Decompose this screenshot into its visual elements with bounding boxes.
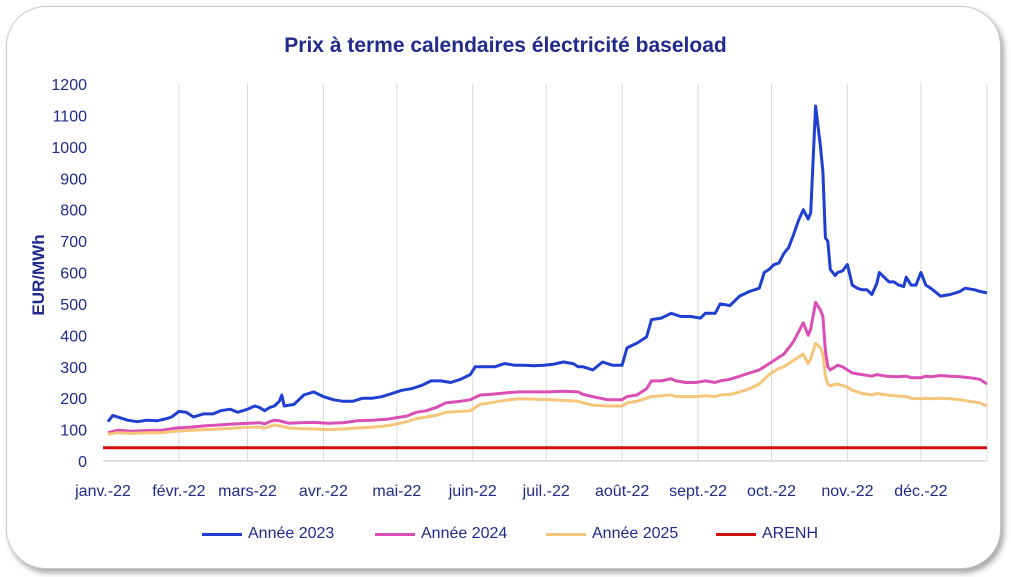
x-tick-label: mai-22 xyxy=(372,483,421,500)
legend-label: Année 2025 xyxy=(592,525,679,542)
x-tick-label: mars-22 xyxy=(218,483,277,500)
y-tick-label: 1000 xyxy=(51,140,87,157)
y-tick-label: 1200 xyxy=(51,77,87,94)
x-tick-label: sept.-22 xyxy=(669,483,727,500)
legend: Année 2023 Année 2024 Année 2025 ARENH xyxy=(0,523,1011,545)
y-tick-label: 900 xyxy=(60,171,87,188)
y-tick-label: 800 xyxy=(60,203,87,220)
y-tick-label: 700 xyxy=(60,234,87,251)
y-tick-label: 0 xyxy=(78,454,87,471)
x-tick-label: avr.-22 xyxy=(299,483,348,500)
x-tick-label: janv.-22 xyxy=(74,483,131,500)
chart-card xyxy=(6,6,1001,569)
legend-swatch xyxy=(716,532,756,536)
x-tick-label: déc.-22 xyxy=(894,483,947,500)
legend-label: ARENH xyxy=(762,525,819,542)
legend-swatch xyxy=(546,532,586,536)
legend-item: Année 2025 xyxy=(546,523,678,545)
legend-item: Année 2024 xyxy=(375,523,507,545)
x-tick-label: nov.-22 xyxy=(821,483,873,500)
x-tick-label: août-22 xyxy=(595,483,649,500)
y-tick-label: 200 xyxy=(60,391,87,408)
series-line-ann-e-2025 xyxy=(107,341,988,436)
y-tick-label: 300 xyxy=(60,360,87,377)
x-tick-label: juin-22 xyxy=(448,483,497,500)
y-tick-label: 1100 xyxy=(53,108,88,125)
y-axis-ticks: 0 100 200 300 400 500 600 700 800 900 1000 1100 1200 xyxy=(51,77,87,471)
legend-item: ARENH xyxy=(716,523,818,545)
series-lines xyxy=(103,104,988,450)
x-tick-label: oct.-22 xyxy=(747,483,796,500)
y-axis-label: EUR/MWh xyxy=(29,234,48,315)
x-axis-ticks: janv.-22 févr.-22 mars-22 avr.-22 mai-22 juin… xyxy=(74,483,948,500)
series-line-ann-e-2023 xyxy=(106,104,988,424)
y-tick-label: 500 xyxy=(60,297,87,314)
grid-lines xyxy=(178,84,988,461)
chart-title: Prix à terme calendaires électricité bas… xyxy=(284,34,727,57)
y-tick-label: 400 xyxy=(60,328,87,345)
legend-label: Année 2024 xyxy=(421,525,508,542)
legend-item: Année 2023 xyxy=(202,523,334,545)
series-line-ann-e-2024 xyxy=(107,300,988,435)
y-tick-label: 600 xyxy=(60,266,87,283)
legend-swatch xyxy=(202,532,242,536)
legend-swatch xyxy=(375,532,415,536)
y-tick-label: 100 xyxy=(60,423,87,440)
x-tick-label: févr.-22 xyxy=(152,483,205,500)
x-tick-label: juil.-22 xyxy=(522,483,570,500)
legend-label: Année 2023 xyxy=(248,525,335,542)
